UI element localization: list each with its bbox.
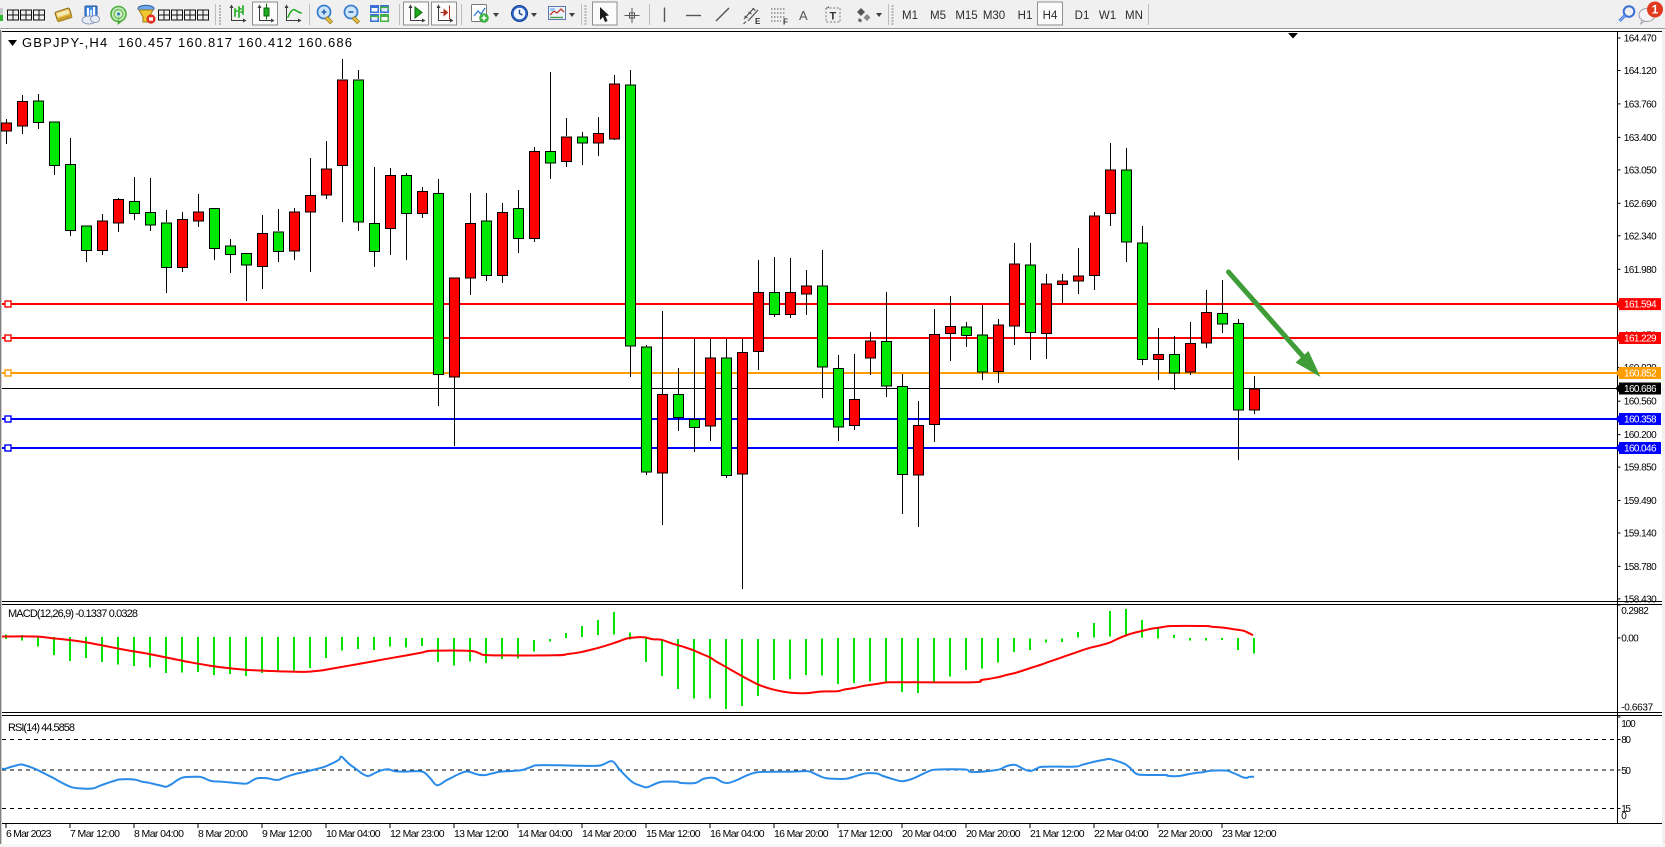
svg-text:23 Mar 12:00: 23 Mar 12:00 xyxy=(1222,828,1277,840)
svg-text:158.430: 158.430 xyxy=(1624,594,1657,605)
svg-text:6 Mar 2023: 6 Mar 2023 xyxy=(6,828,52,840)
svg-text:22 Mar 20:00: 22 Mar 20:00 xyxy=(1158,828,1213,840)
svg-text:160.046: 160.046 xyxy=(1624,444,1657,455)
svg-text:161.980: 161.980 xyxy=(1624,265,1657,276)
svg-text:12 Mar 23:00: 12 Mar 23:00 xyxy=(390,828,445,840)
svg-text:T: T xyxy=(830,11,837,23)
svg-text:MACD(12,26,9) -0.1337 0.0328: MACD(12,26,9) -0.1337 0.0328 xyxy=(8,608,138,620)
svg-text:50: 50 xyxy=(1621,766,1631,777)
svg-text:159.140: 159.140 xyxy=(1624,529,1657,540)
svg-text:D1: D1 xyxy=(1075,10,1090,22)
svg-text:RSI(14) 44.5858: RSI(14) 44.5858 xyxy=(8,722,75,734)
svg-text:0.2982: 0.2982 xyxy=(1621,606,1649,617)
svg-text:161.594: 161.594 xyxy=(1624,300,1657,311)
svg-text:21 Mar 12:00: 21 Mar 12:00 xyxy=(1030,828,1085,840)
svg-text:163.760: 163.760 xyxy=(1624,99,1657,110)
svg-text:160.200: 160.200 xyxy=(1624,430,1657,441)
svg-text:M1: M1 xyxy=(902,10,918,22)
svg-text:M30: M30 xyxy=(983,10,1005,22)
svg-text:8 Mar 04:00: 8 Mar 04:00 xyxy=(134,828,184,840)
svg-text:W1: W1 xyxy=(1099,10,1116,22)
svg-text:M5: M5 xyxy=(930,10,946,22)
svg-text:159.850: 159.850 xyxy=(1624,463,1657,474)
svg-text:15: 15 xyxy=(1621,804,1631,815)
svg-text:159.490: 159.490 xyxy=(1624,496,1657,507)
svg-text:A: A xyxy=(799,8,808,23)
svg-text:16 Mar 04:00: 16 Mar 04:00 xyxy=(710,828,765,840)
svg-text:100: 100 xyxy=(1621,719,1636,730)
svg-text:9 Mar 12:00: 9 Mar 12:00 xyxy=(262,828,312,840)
svg-text:22 Mar 04:00: 22 Mar 04:00 xyxy=(1094,828,1149,840)
svg-text:MN: MN xyxy=(1125,10,1143,22)
svg-text:160.358: 160.358 xyxy=(1624,415,1657,426)
svg-text:GBPJPY-,H4 160.457 160.817 16: GBPJPY-,H4 160.457 160.817 160.412 160.6… xyxy=(22,35,352,50)
svg-text:163.400: 163.400 xyxy=(1624,133,1657,144)
svg-text:162.340: 162.340 xyxy=(1624,231,1657,242)
svg-text:80: 80 xyxy=(1621,735,1631,746)
svg-text:E: E xyxy=(755,17,761,26)
svg-text:163.050: 163.050 xyxy=(1624,165,1657,176)
svg-text:0: 0 xyxy=(1621,811,1627,822)
svg-text:158.780: 158.780 xyxy=(1624,562,1657,573)
svg-text:162.690: 162.690 xyxy=(1624,199,1657,210)
svg-text:14 Mar 20:00: 14 Mar 20:00 xyxy=(582,828,637,840)
svg-text:164.120: 164.120 xyxy=(1624,66,1657,77)
svg-text:20 Mar 04:00: 20 Mar 04:00 xyxy=(902,828,957,840)
svg-text:F: F xyxy=(783,18,788,27)
svg-text:13 Mar 12:00: 13 Mar 12:00 xyxy=(454,828,509,840)
svg-text:160.686: 160.686 xyxy=(1624,384,1657,395)
svg-text:1: 1 xyxy=(1652,3,1659,17)
svg-text:16 Mar 20:00: 16 Mar 20:00 xyxy=(774,828,829,840)
svg-text:-0.6637: -0.6637 xyxy=(1621,703,1653,714)
svg-text:160.852: 160.852 xyxy=(1624,369,1657,380)
svg-text:H4: H4 xyxy=(1043,10,1058,22)
svg-text:8 Mar 20:00: 8 Mar 20:00 xyxy=(198,828,248,840)
svg-text:15 Mar 12:00: 15 Mar 12:00 xyxy=(646,828,701,840)
svg-text:20 Mar 20:00: 20 Mar 20:00 xyxy=(966,828,1021,840)
svg-text:M15: M15 xyxy=(955,10,977,22)
svg-text:17 Mar 12:00: 17 Mar 12:00 xyxy=(838,828,893,840)
svg-text:H1: H1 xyxy=(1018,10,1033,22)
svg-text:7 Mar 12:00: 7 Mar 12:00 xyxy=(70,828,120,840)
svg-text:14 Mar 04:00: 14 Mar 04:00 xyxy=(518,828,573,840)
svg-text:160.560: 160.560 xyxy=(1624,397,1657,408)
svg-text:10 Mar 04:00: 10 Mar 04:00 xyxy=(326,828,381,840)
svg-text:161.229: 161.229 xyxy=(1624,334,1657,345)
svg-text:164.470: 164.470 xyxy=(1624,34,1657,45)
svg-text:0.00: 0.00 xyxy=(1621,634,1639,645)
